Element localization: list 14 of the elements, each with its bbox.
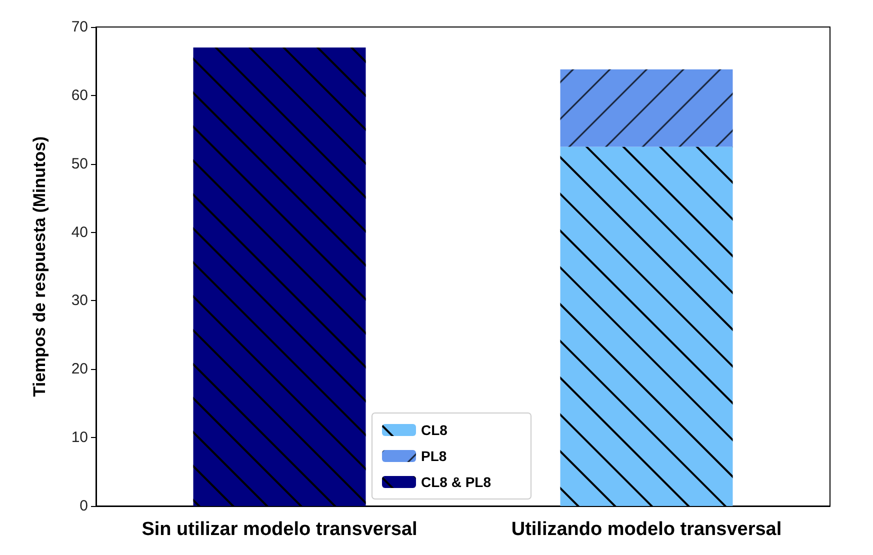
y-tick-label: 60 (71, 86, 88, 104)
legend-label: CL8 (420, 422, 448, 438)
y-tick-label: 50 (71, 155, 88, 172)
y-tick-label: 10 (71, 429, 88, 446)
legend-label: CL8 & PL8 (420, 474, 492, 490)
legend-label: PL8 (420, 448, 447, 464)
y-tick-label: 0 (80, 498, 88, 514)
y-tick-label: 20 (71, 360, 88, 378)
y-tick-label: 30 (71, 292, 88, 310)
x-tick-label: Utilizando modelo transversal (511, 519, 782, 540)
y-tick-label: 70 (71, 18, 88, 36)
y-axis-title: Tiempos de respuesta (Minutos) (30, 136, 49, 397)
x-tick-label: Sin utilizar modelo transversal (142, 519, 418, 540)
y-tick-label: 40 (71, 224, 88, 241)
